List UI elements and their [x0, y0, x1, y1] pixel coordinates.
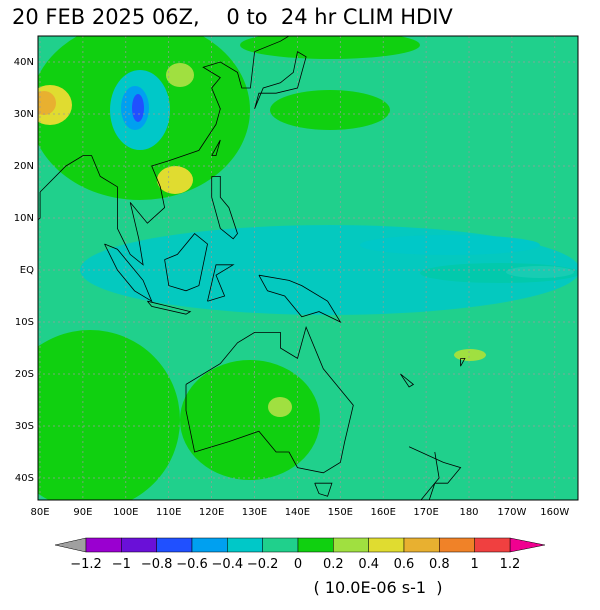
lon-label: 120E: [199, 507, 224, 518]
lat-label: 30S: [15, 421, 34, 432]
coastline: [185, 325, 354, 474]
colorbar-label: 0.8: [429, 557, 450, 572]
coastline: [400, 373, 415, 388]
lat-label: 10S: [15, 317, 34, 328]
colorbar-label: 0.6: [394, 557, 415, 572]
coastline: [254, 50, 307, 109]
colorbar-label: 0.4: [358, 557, 379, 572]
colorbar-label: 0.2: [323, 557, 344, 572]
coastline: [211, 139, 221, 156]
lat-label: EQ: [20, 265, 34, 276]
colorbar-swatch: [297, 537, 334, 553]
lon-label: 150E: [328, 507, 353, 518]
lon-label: 170E: [413, 507, 438, 518]
coastline: [258, 274, 342, 323]
colorbar-swatch: [333, 537, 369, 553]
lat-label: 10N: [14, 213, 34, 224]
lon-label: 90E: [73, 507, 92, 518]
colorbar-label: −1: [112, 557, 131, 572]
colorbar-swatch: [439, 537, 475, 553]
colorbar-label: −0.6: [176, 557, 208, 572]
lon-label: 80E: [30, 507, 49, 518]
coastline: [207, 264, 235, 302]
lon-label: 180: [459, 507, 478, 518]
lat-label: 40N: [14, 57, 34, 68]
colorbar-over: [509, 537, 546, 553]
coastline: [147, 300, 192, 315]
colorbar-under: [54, 537, 87, 553]
colorbar-label: −1.2: [70, 557, 102, 572]
colorbar-swatch: [156, 537, 193, 553]
coastline: [314, 482, 333, 497]
colorbar-label: −0.4: [212, 557, 244, 572]
coastline: [104, 243, 153, 303]
lon-label: 160E: [370, 507, 395, 518]
colorbar-swatch: [368, 537, 405, 553]
coastline: [460, 358, 466, 367]
map-title: 20 FEB 2025 06Z, 0 to 24 hr CLIM HDIV: [12, 5, 453, 29]
colorbar-label: 0: [294, 557, 302, 572]
coastline: [211, 176, 238, 240]
colorbar-swatch: [403, 537, 440, 553]
lon-label: 140E: [285, 507, 310, 518]
colorbar-swatch: [227, 537, 263, 553]
map-frame: [37, 35, 579, 501]
colorbar-swatch: [191, 537, 228, 553]
colorbar-label: 1.2: [500, 557, 521, 572]
coastline: [38, 192, 41, 221]
coastline: [164, 233, 208, 292]
colorbar-swatch: [474, 537, 511, 553]
map-field: [38, 36, 578, 500]
colorbar-label: −0.8: [141, 557, 173, 572]
colorbar-label: 1: [471, 557, 479, 572]
lon-label: 130E: [242, 507, 267, 518]
lon-label: 100E: [113, 507, 138, 518]
colorbar-swatch: [262, 537, 299, 553]
colorbar-swatch: [121, 537, 157, 553]
coastline: [408, 446, 462, 500]
lat-label: 20N: [14, 161, 34, 172]
lon-label: 160W: [540, 507, 569, 518]
lat-label: 40S: [15, 473, 34, 484]
coastline: [39, 36, 290, 266]
colorbar-swatch: [85, 537, 122, 553]
lat-label: 20S: [15, 369, 34, 380]
lat-label: 30N: [14, 109, 34, 120]
lon-label: 110E: [156, 507, 181, 518]
colorbar-label: −0.2: [247, 557, 279, 572]
colorbar-units: ( 10.0E-06 s-1 ): [314, 578, 443, 597]
lon-label: 170W: [497, 507, 526, 518]
